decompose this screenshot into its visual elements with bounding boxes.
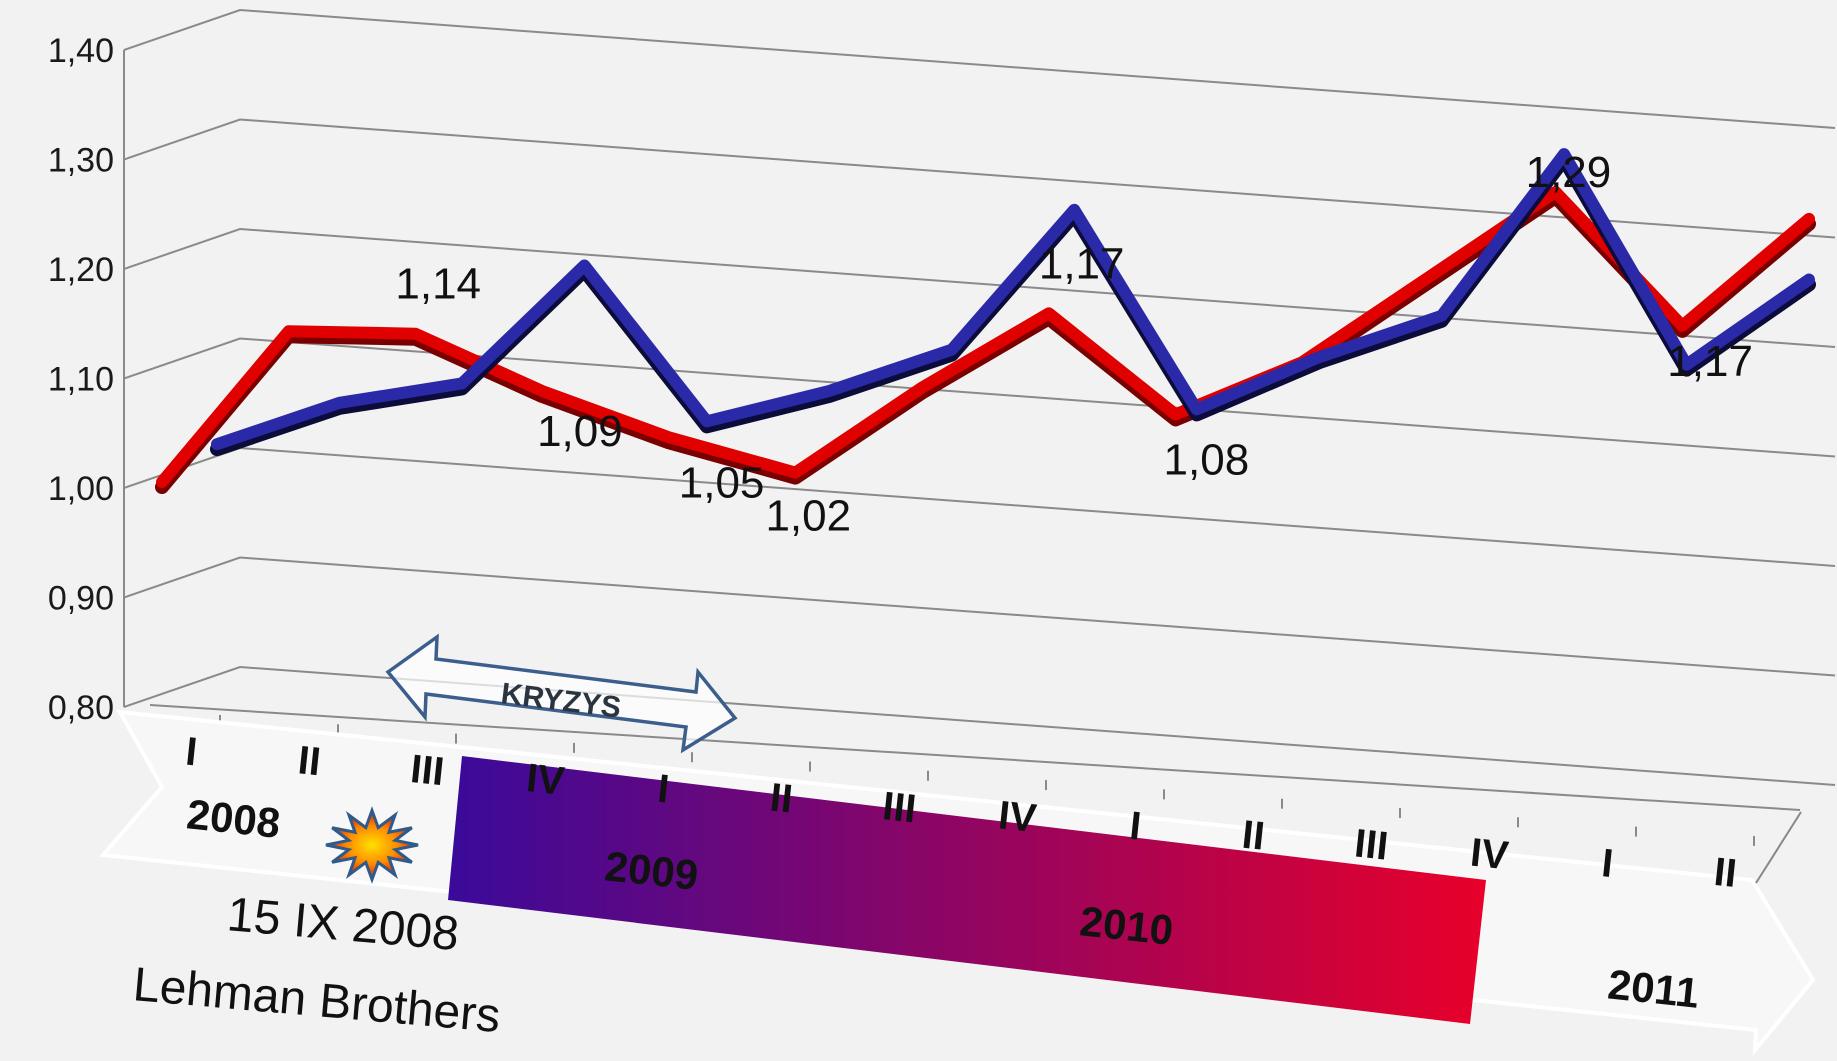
year-label: 2010: [1078, 897, 1176, 954]
data-point: [459, 381, 464, 386]
y-tick-label: 1,20: [48, 251, 114, 289]
data-point: [1317, 355, 1322, 360]
crisis-double-arrow: [385, 633, 738, 754]
year-label: 2009: [603, 842, 701, 899]
data-point: [949, 347, 954, 352]
data-point: [704, 419, 709, 424]
series-line: [156, 185, 1815, 488]
y-tick-label: 0,90: [48, 580, 114, 618]
data-label: 1,08: [1164, 435, 1250, 484]
quarter-label: IV: [996, 793, 1039, 841]
quarter-label: II: [768, 776, 795, 822]
quarter-label: I: [1128, 804, 1144, 849]
lehman-burst-icon: [325, 806, 419, 884]
quarter-label: IV: [524, 756, 567, 804]
data-labels: 1,14 1,09 1,051,02 1,17 1,08 1,29 1,17: [395, 148, 1753, 541]
gridline: [123, 446, 1836, 567]
axes: [123, 50, 1801, 846]
data-point: [413, 331, 418, 336]
data-point: [1807, 216, 1811, 221]
quarter-label: III: [1352, 821, 1390, 868]
data-point: [215, 442, 219, 447]
y-tick-label: 1,10: [48, 361, 114, 399]
data-point: [1680, 323, 1685, 328]
data-point: [1046, 311, 1051, 316]
annotation-date: 15 IX 2008: [225, 888, 461, 961]
data-label: 1,09: [537, 407, 623, 456]
year-label: 2011: [1606, 960, 1702, 1016]
y-tick-label: 1,40: [48, 32, 114, 70]
quarter-label: II: [1712, 850, 1739, 896]
data-label: 1,14: [395, 260, 481, 309]
data-point: [1173, 412, 1178, 417]
year-label: 2008: [185, 790, 283, 847]
crisis-arrow: KRYZYS: [385, 633, 738, 754]
quarter-label: I: [656, 767, 672, 812]
quarter-label: I: [1600, 841, 1616, 886]
quarter-label: I: [184, 730, 200, 775]
data-point: [1562, 152, 1567, 157]
annotation-text: Lehman Brothers: [131, 958, 502, 1043]
data-label: 1,17: [1667, 337, 1753, 386]
data-point: [1807, 277, 1811, 282]
data-point: [1684, 362, 1689, 367]
data-point: [582, 263, 587, 268]
data-point: [337, 400, 342, 405]
quarter-label: II: [296, 738, 323, 784]
gridline: [123, 556, 1836, 677]
gridline: [123, 337, 1836, 458]
data-point: [1072, 207, 1077, 212]
quarter-labels: I II III IV I II III IV I II III IV I II: [184, 730, 1739, 896]
data-point: [1194, 407, 1199, 412]
quarter-label: III: [408, 747, 446, 794]
data-point: [793, 470, 798, 475]
gridline: [123, 8, 1836, 129]
data-point: [920, 385, 925, 390]
floor-right-edge: [1755, 811, 1802, 884]
data-point: [286, 329, 291, 334]
data-label: 1,17: [1039, 239, 1125, 288]
gridline: [123, 665, 1836, 786]
data-label: 1,05: [679, 458, 765, 507]
gridline: [123, 118, 1836, 239]
y-tick-label: 0,80: [48, 689, 114, 727]
series-line-shadow: [155, 189, 1816, 494]
quarter-label: IV: [1468, 831, 1511, 879]
series-line: [211, 148, 1815, 451]
data-point: [1426, 275, 1431, 280]
year-labels: 2008 2009 2010 2011: [185, 790, 1702, 1016]
y-tick-labels: 0,80 0,90 1,00 1,10 1,20 1,30 1,40: [48, 32, 114, 727]
quarter-label: II: [1240, 813, 1267, 859]
data-point: [666, 435, 671, 440]
gridline: [123, 227, 1836, 348]
data-point: [540, 388, 545, 393]
quarter-label: III: [880, 784, 918, 831]
data-point: [827, 388, 832, 393]
data-label: 1,02: [765, 492, 851, 541]
data-point: [160, 480, 164, 484]
x-axis-front-line: [149, 704, 1801, 811]
data-point: [1553, 189, 1558, 194]
data-label: 1,29: [1526, 148, 1612, 197]
data-point: [1439, 313, 1444, 318]
y-tick-label: 1,30: [48, 142, 114, 180]
crisis-band: [448, 756, 1486, 1024]
series-lines: [155, 148, 1816, 494]
y-tick-label: 1,00: [48, 470, 114, 508]
